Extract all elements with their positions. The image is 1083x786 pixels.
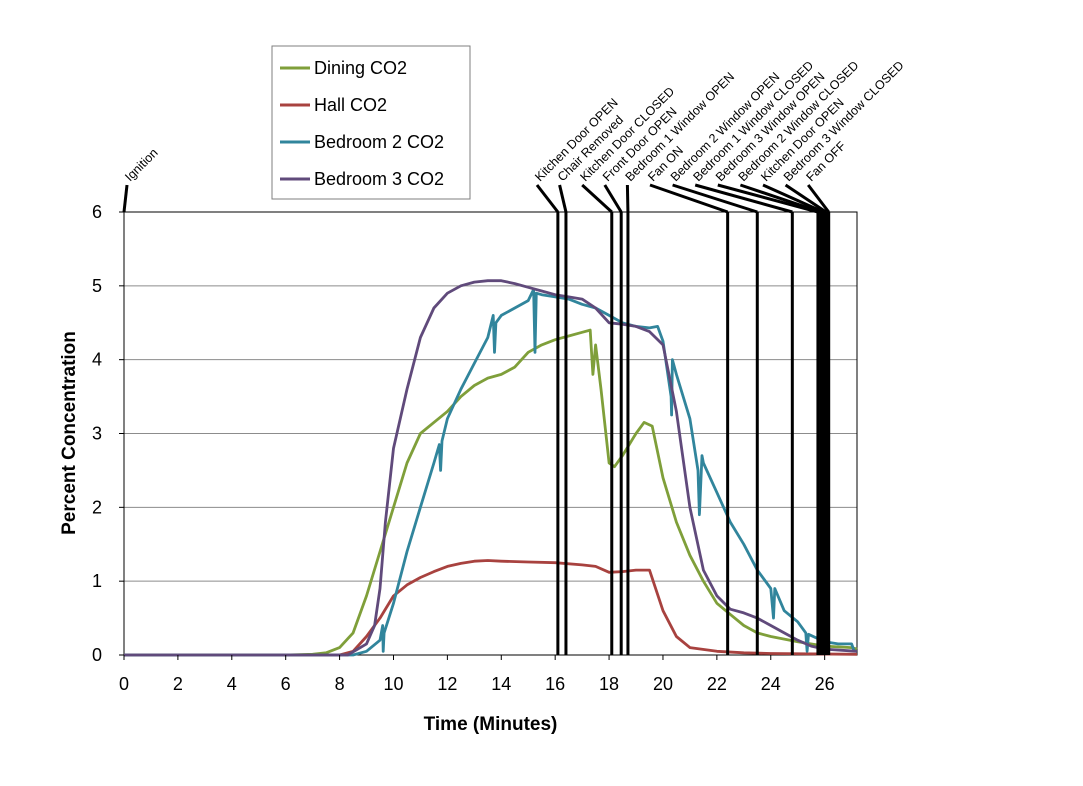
y-tick-label: 6 (92, 202, 102, 222)
event-leader (603, 184, 623, 213)
event-label: Ignition (122, 146, 160, 184)
event-leader (717, 183, 819, 214)
legend-label: Dining CO2 (314, 58, 407, 78)
y-axis-title: Percent Concentration (59, 331, 80, 535)
series-lines (124, 279, 858, 657)
legend-label: Hall CO2 (314, 95, 387, 115)
y-tick-label: 3 (92, 424, 102, 444)
legend: Dining CO2 Hall CO2 Bedroom 2 CO2 Bedroom 3… (271, 45, 471, 200)
event-leader (122, 184, 129, 213)
series-line-bedroom-2-co2 (124, 288, 856, 657)
series-line-dining-co2 (124, 328, 858, 657)
gridlines (124, 285, 857, 582)
legend-label: Bedroom 3 CO2 (314, 169, 444, 189)
event-leader (694, 183, 793, 214)
x-tick-label: 4 (227, 674, 237, 694)
event-leader (535, 184, 560, 213)
event-leader (649, 183, 729, 214)
event-leader (762, 183, 824, 214)
y-tick-label: 5 (92, 276, 102, 296)
x-tick-label: 18 (599, 674, 619, 694)
y-tick-label: 4 (92, 350, 102, 370)
x-tick-label: 12 (437, 674, 457, 694)
x-tick-label: 0 (119, 674, 129, 694)
x-tick-label: 10 (383, 674, 403, 694)
x-tick-label: 24 (761, 674, 781, 694)
x-axis-title: Time (Minutes) (424, 714, 558, 735)
y-tick-label: 0 (92, 645, 102, 665)
event-leader (558, 184, 568, 213)
x-tick-label: 8 (335, 674, 345, 694)
event-leader (672, 183, 758, 214)
x-tick-label: 16 (545, 674, 565, 694)
event-leader (581, 183, 613, 214)
x-tick-label: 14 (491, 674, 511, 694)
y-tick-label: 2 (92, 497, 102, 517)
legend-label: Bedroom 2 CO2 (314, 132, 444, 152)
x-tick-label: 26 (815, 674, 835, 694)
x-tick-label: 6 (281, 674, 291, 694)
event-leader (784, 183, 827, 214)
y-tick-label: 1 (92, 571, 102, 591)
series-line-hall-co2 (124, 559, 858, 657)
event-leader (739, 183, 822, 214)
series-line-bedroom-3-co2 (124, 279, 858, 657)
legend-box (271, 45, 471, 200)
x-tick-label: 22 (707, 674, 727, 694)
x-tick-label: 2 (173, 674, 183, 694)
event-leader (807, 184, 830, 213)
x-tick-label: 20 (653, 674, 673, 694)
event-leader (625, 184, 630, 213)
